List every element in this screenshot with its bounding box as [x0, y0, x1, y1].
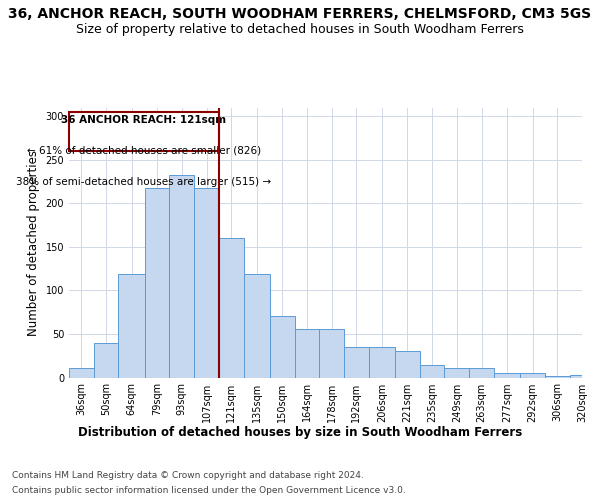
Bar: [344, 347, 368, 378]
Bar: [469, 368, 494, 378]
Bar: [169, 176, 194, 378]
Y-axis label: Number of detached properties: Number of detached properties: [27, 150, 40, 336]
Bar: [319, 328, 344, 378]
Text: 36 ANCHOR REACH: 121sqm: 36 ANCHOR REACH: 121sqm: [61, 114, 226, 124]
Bar: [295, 328, 319, 378]
FancyBboxPatch shape: [69, 112, 219, 151]
Text: Contains public sector information licensed under the Open Government Licence v3: Contains public sector information licen…: [12, 486, 406, 495]
Bar: [270, 316, 295, 378]
Text: ← 61% of detached houses are smaller (826): ← 61% of detached houses are smaller (82…: [27, 146, 261, 156]
Bar: [219, 238, 244, 378]
Text: 36, ANCHOR REACH, SOUTH WOODHAM FERRERS, CHELMSFORD, CM3 5GS: 36, ANCHOR REACH, SOUTH WOODHAM FERRERS,…: [8, 8, 592, 22]
Bar: [420, 366, 445, 378]
Bar: [445, 368, 469, 378]
Bar: [69, 368, 94, 378]
Bar: [545, 376, 569, 378]
Bar: [520, 373, 545, 378]
Text: 38% of semi-detached houses are larger (515) →: 38% of semi-detached houses are larger (…: [16, 176, 271, 186]
Bar: [94, 342, 118, 378]
Bar: [368, 347, 395, 378]
Bar: [569, 375, 595, 378]
Text: Size of property relative to detached houses in South Woodham Ferrers: Size of property relative to detached ho…: [76, 22, 524, 36]
Text: Distribution of detached houses by size in South Woodham Ferrers: Distribution of detached houses by size …: [78, 426, 522, 439]
Bar: [194, 188, 219, 378]
Text: Contains HM Land Registry data © Crown copyright and database right 2024.: Contains HM Land Registry data © Crown c…: [12, 471, 364, 480]
Bar: [494, 373, 520, 378]
Bar: [244, 274, 270, 378]
Bar: [118, 274, 145, 378]
Bar: [145, 188, 169, 378]
Bar: [395, 352, 420, 378]
